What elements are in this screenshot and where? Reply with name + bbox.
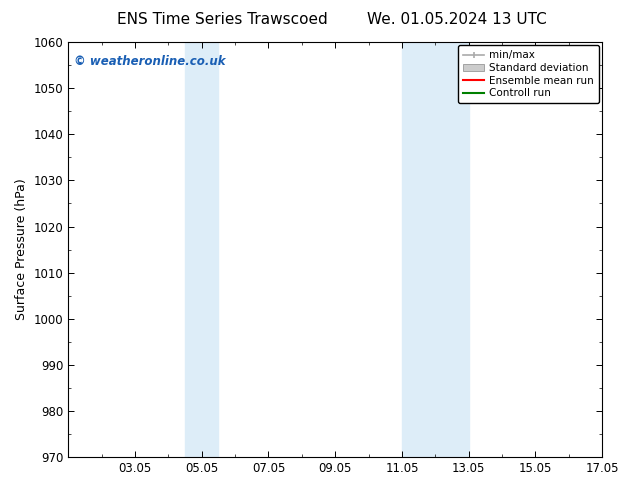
Y-axis label: Surface Pressure (hPa): Surface Pressure (hPa) xyxy=(15,179,28,320)
Bar xyxy=(402,42,469,457)
Text: © weatheronline.co.uk: © weatheronline.co.uk xyxy=(74,54,225,68)
Text: ENS Time Series Trawscoed: ENS Time Series Trawscoed xyxy=(117,12,327,27)
Text: We. 01.05.2024 13 UTC: We. 01.05.2024 13 UTC xyxy=(366,12,547,27)
Bar xyxy=(185,42,218,457)
Legend: min/max, Standard deviation, Ensemble mean run, Controll run: min/max, Standard deviation, Ensemble me… xyxy=(458,45,599,103)
